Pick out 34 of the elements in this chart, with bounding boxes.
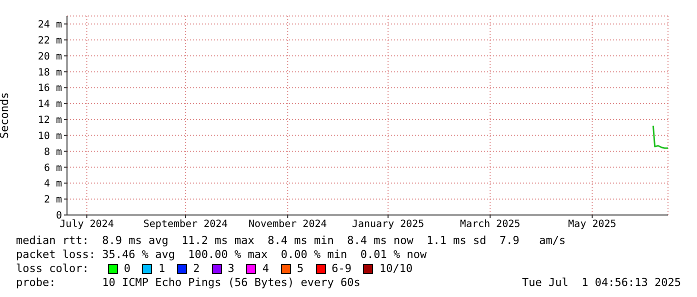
x-tick-label: March 2025: [460, 219, 520, 230]
y-tick-label: 22 m: [38, 35, 62, 46]
y-tick-label: 12 m: [38, 115, 62, 126]
text: 2: [193, 262, 200, 276]
y-tick-label: 14 m: [38, 99, 62, 110]
text: 6-9: [332, 262, 352, 276]
text: packet loss: 35.46 % avg 100.00 % max 0.00 % min 0.01 % now: [16, 248, 428, 262]
text: loss color:: [16, 262, 89, 276]
x-tick-label: July 2024: [60, 219, 114, 230]
y-tick-label: 8 m: [44, 146, 62, 158]
text: 3: [228, 262, 234, 276]
y-tick-label: 24 m: [38, 20, 62, 31]
x-tick-label: January 2025: [352, 219, 424, 230]
text: Tue Jul 1 04:56:13 2025: [522, 276, 681, 290]
y-tick-label: 2 m: [44, 194, 62, 206]
x-tick-label: May 2025: [568, 219, 616, 230]
y-axis-title: Seconds: [0, 92, 11, 139]
text: median rtt: 8.9 ms avg 11.2 ms max 8.4 ms min 8.4 ms now 1.1 ms sd 7.9 am/s: [16, 234, 567, 248]
y-tick-label: 0: [56, 210, 62, 222]
text: 4: [262, 262, 269, 276]
x-tick-label: November 2024: [248, 219, 327, 230]
text: 1: [158, 262, 166, 276]
text: 10/10: [379, 262, 413, 276]
y-tick-label: 4 m: [44, 178, 62, 190]
y-tick-label: 18 m: [38, 67, 62, 78]
y-tick-label: 6 m: [44, 162, 62, 174]
line-series: [652, 125, 668, 149]
y-tick-label: 10 m: [38, 130, 62, 142]
y-tick-label: 20 m: [38, 51, 62, 62]
text: 5: [296, 262, 304, 276]
y-tick-label: 16 m: [38, 83, 62, 94]
text: 0: [124, 262, 130, 276]
x-tick-label: September 2024: [143, 219, 228, 230]
text: probe: 10 ICMP Echo Pings (56 Bytes) every 60s: [16, 276, 360, 290]
